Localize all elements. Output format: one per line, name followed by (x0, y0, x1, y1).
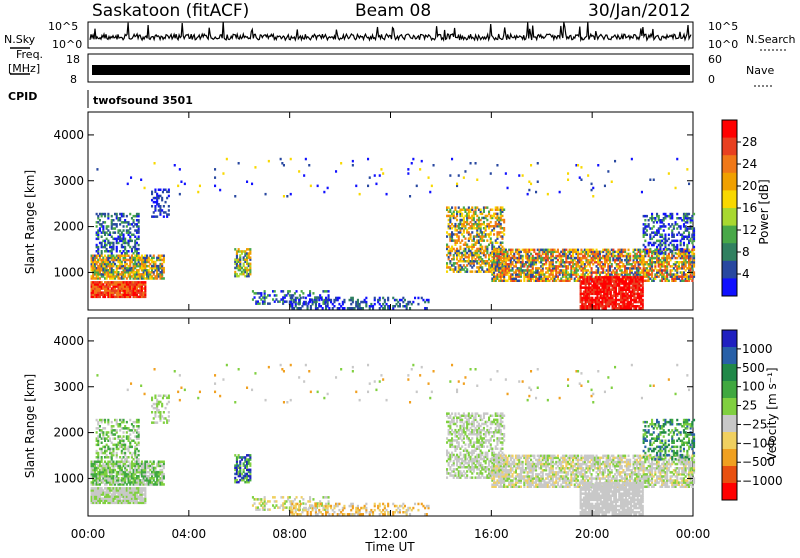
freq-label: Freq. (16, 48, 43, 61)
velocity-colorbar-swatch (722, 330, 737, 348)
noise-tick-high-right: 10^5 (708, 20, 738, 33)
nave-label: Nave (746, 64, 774, 77)
xtick-label: 00:00 (676, 527, 711, 541)
power-colorbar-swatch (722, 226, 737, 244)
noise-trace (90, 22, 691, 41)
power-ylabel: Slant Range [km] (23, 170, 37, 274)
power-ytick-label: 1000 (53, 265, 84, 279)
power-ytick-label: 2000 (53, 220, 84, 234)
velocity-ytick-label: 3000 (53, 380, 84, 394)
xtick-label: 08:00 (272, 527, 307, 541)
noise-tick-low: 10^0 (52, 38, 82, 51)
velocity-colorbar-label: Velocity [m s⁻¹] (765, 367, 779, 460)
power-colorbar-tick: 16 (742, 201, 757, 215)
velocity-colorbar-swatch (722, 466, 737, 484)
station-title: Saskatoon (fitACF) (92, 1, 249, 21)
velocity-ylabel: Slant Range [km] (23, 374, 37, 478)
power-colorbar-swatch (722, 261, 737, 279)
power-colorbar-swatch (722, 243, 737, 261)
noise-tick-low-right: 10^0 (708, 38, 738, 51)
nave-tick-low: 0 (708, 73, 715, 86)
velocity-colorbar-tick: 500 (742, 361, 765, 375)
velocity-colorbar-tick: 100 (742, 380, 765, 394)
date-title: 30/Jan/2012 (588, 1, 691, 21)
nsky-label: N.Sky (4, 33, 36, 46)
velocity-colorbar-tick: −1000 (742, 474, 783, 488)
power-colorbar-swatch (722, 208, 737, 226)
nsearch-label: N.Search (746, 33, 796, 46)
power-colorbar-tick: 12 (742, 223, 757, 237)
xtick-label: 00:00 (71, 527, 106, 541)
velocity-ytick-label: 4000 (53, 334, 84, 348)
power-ytick-label: 3000 (53, 174, 84, 188)
power-colorbar-swatch (722, 155, 737, 173)
velocity-colorbar-swatch (722, 432, 737, 450)
xtick-label: 04:00 (172, 527, 207, 541)
velocity-colorbar-tick: 1000 (742, 342, 773, 356)
velocity-colorbar-tick: 25 (742, 399, 757, 413)
velocity-ytick-label: 2000 (53, 426, 84, 440)
velocity-colorbar-swatch (722, 398, 737, 416)
power-colorbar-label: Power [dB] (757, 179, 771, 244)
freq-tick-low: 8 (70, 73, 77, 86)
xtick-label: 20:00 (575, 527, 610, 541)
power-ytick-label: 4000 (53, 128, 84, 142)
power-colorbar-tick: 8 (742, 245, 750, 259)
freq-trace (92, 65, 690, 75)
velocity-colorbar-swatch (722, 347, 737, 365)
power-colorbar-swatch (722, 120, 737, 138)
power-colorbar-swatch (722, 190, 737, 208)
power-colorbar-swatch (722, 278, 737, 296)
freq-tick-high: 18 (66, 53, 80, 66)
noise-tick-high: 10^5 (48, 20, 78, 33)
power-colorbar-tick: 20 (742, 179, 757, 193)
velocity-ytick-label: 1000 (53, 471, 84, 485)
xtick-label: 12:00 (373, 527, 408, 541)
cpid-label: CPID (8, 90, 37, 103)
power-colorbar: 28 24 20 16 12 8 4 (722, 120, 757, 297)
power-colorbar-swatch (722, 138, 737, 156)
beam-title: Beam 08 (355, 1, 431, 21)
xlabel: Time UT (364, 540, 415, 554)
velocity-colorbar-swatch (722, 449, 737, 467)
velocity-colorbar-swatch (722, 364, 737, 382)
power-colorbar-tick: 24 (742, 157, 757, 171)
velocity-colorbar-swatch (722, 415, 737, 433)
power-colorbar-tick: 4 (742, 267, 750, 281)
cpid-value: twofsound 3501 (93, 94, 193, 107)
power-colorbar-swatch (722, 173, 737, 191)
freq-unit-label: [MHz] (8, 62, 40, 75)
velocity-colorbar-tick: −25 (742, 417, 767, 431)
power-colorbar-tick: 28 (742, 135, 757, 149)
nave-tick-high: 60 (708, 53, 722, 66)
xtick-label: 16:00 (474, 527, 509, 541)
velocity-colorbar-swatch (722, 483, 737, 501)
velocity-colorbar-swatch (722, 381, 737, 399)
